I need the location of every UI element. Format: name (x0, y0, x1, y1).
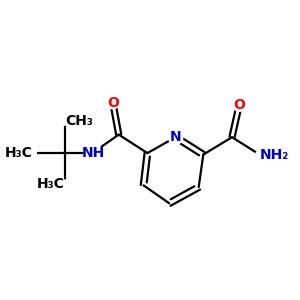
Text: O: O (233, 98, 245, 112)
Circle shape (233, 99, 245, 111)
Circle shape (29, 149, 37, 156)
Circle shape (61, 118, 69, 125)
Circle shape (61, 180, 69, 188)
Text: H₃C: H₃C (37, 177, 65, 191)
Circle shape (256, 151, 263, 158)
Circle shape (168, 130, 183, 144)
Circle shape (84, 144, 102, 161)
Text: H₃C: H₃C (5, 146, 33, 160)
Circle shape (107, 96, 119, 109)
Text: O: O (107, 96, 119, 110)
Text: NH₂: NH₂ (260, 148, 289, 162)
Text: NH: NH (82, 146, 105, 160)
Text: CH₃: CH₃ (65, 114, 93, 128)
Text: N: N (170, 130, 182, 144)
